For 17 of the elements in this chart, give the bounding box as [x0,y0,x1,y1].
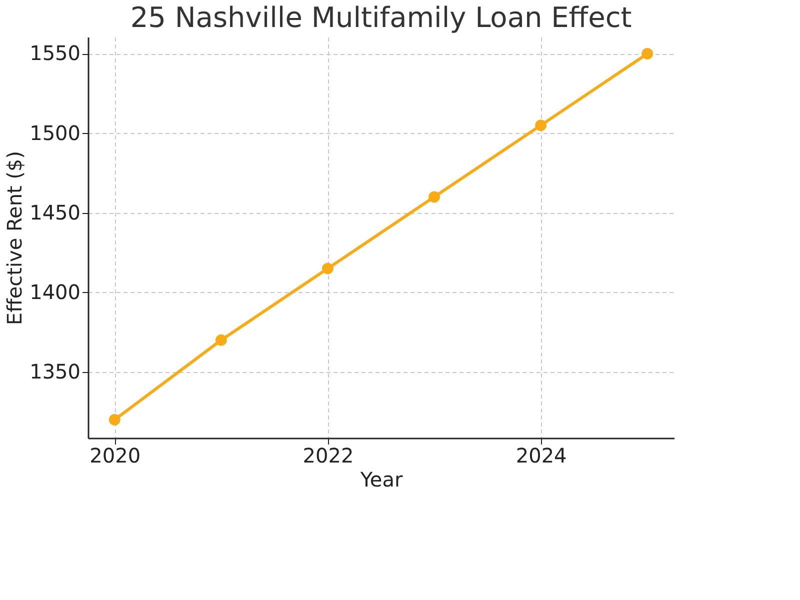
point [322,262,334,274]
x-tick-label: 2024 [516,444,567,468]
chart-title: 25 Nashville Multifamily Loan Effect [130,1,632,34]
point [215,334,227,346]
x-tick-label: 2022 [302,444,354,468]
y-tick-label: 1450 [30,200,80,224]
y-tick-label: 1350 [30,359,80,384]
x-tick-label: 2020 [90,444,141,468]
y-tick-label: 1550 [30,41,80,66]
y-axis-title: Effective Rent ($) [2,150,27,326]
point [535,120,547,132]
y-tick-label: 1400 [30,280,80,304]
point [642,48,654,60]
point [108,414,120,426]
point [428,191,440,203]
y-tick-label: 1500 [30,120,80,145]
x-axis-title: Year [359,468,404,492]
